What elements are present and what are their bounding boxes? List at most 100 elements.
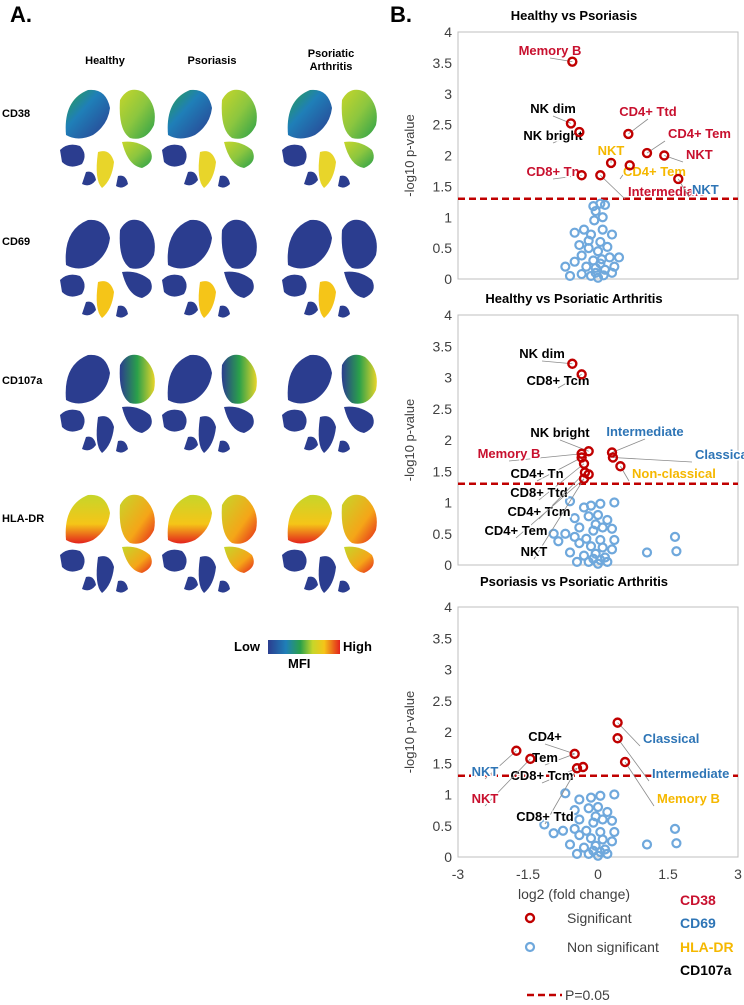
x-tick-label: 1.5 [658,866,678,882]
y-tick-label: 1 [444,209,452,225]
nonsignificant-point [583,803,594,814]
annotation-label: Intermediate [652,766,729,781]
annotation-label: CD4+ Ttd [619,104,676,119]
significant-point [612,717,623,728]
annotation-label: CD8+ Ttd [516,809,573,824]
nonsignificant-point [574,830,585,841]
nonsignificant-point [553,536,564,547]
nonsignificant-point [606,544,618,555]
y-tick-label: 1.5 [433,463,453,479]
y-tick-label: 0.5 [433,526,453,542]
legend-marker-cd69: CD69 [680,915,716,931]
scale-low-label: Low [234,639,260,654]
annotation-leader [611,438,646,453]
y-tick-label: 0.5 [433,818,453,834]
row-header-cd38: CD38 [2,108,31,120]
annotation-label: NK bright [530,425,590,440]
annotation-leader [508,453,582,462]
annotation-leader [515,478,585,539]
annotation-label: CD8+ Tn [526,164,579,179]
annotation-leader [619,165,631,180]
nonsignificant-point [592,509,604,521]
significant-point [615,461,626,472]
nonsignificant-point [641,839,653,850]
nonsignificant-point [602,514,613,526]
nonsignificant-point [602,241,613,252]
annotation-leader [541,767,578,784]
nonsignificant-point [599,199,611,210]
nonsignificant-point [590,811,601,822]
row-header-hla-dr: HLA-DR [2,513,45,525]
annotation-label: Memory B [478,446,541,461]
nonsignificant-point [585,500,597,511]
umap-cd69-psoriatic-arthritis [282,219,377,318]
plot-title-1: Healthy vs Psoriasis [511,8,637,23]
x-tick-label: 0 [594,866,602,882]
nonsignificant-point [581,261,592,272]
significant-point [605,157,617,169]
umap-cd107a-psoriatic-arthritis [282,354,377,453]
significant-point [623,128,634,140]
significant-point [569,748,580,760]
column-header-psoriasis: Psoriasis [187,55,237,67]
significant-point [612,733,623,744]
nonsignificant-point [574,794,585,805]
nonsignificant-point [606,815,618,826]
plot-frame-3 [457,606,739,858]
nonsignificant-point [583,235,594,246]
legend-marker-cd38: CD38 [680,892,716,908]
y-tick-label: 3 [444,662,452,678]
x-tick-label: 3 [734,866,742,882]
annotation-label: Memory B [657,791,720,806]
nonsignificant-point [564,270,576,282]
annotation-label: CD4+ Tem [623,164,686,179]
significant-point [577,761,589,773]
annotation-leader [544,743,575,755]
nonsignificant-point [597,834,608,845]
nonsignificant-point [564,839,576,850]
nonsignificant-point [539,819,550,830]
annotation-label: NKT [472,791,499,806]
annotation-label: CD4+ Tcm [508,504,571,519]
nonsignificant-point [590,267,601,278]
nonsignificant-point [602,806,613,818]
y-tick-label: 3 [444,86,452,102]
significant-point [595,170,606,181]
significant-point [641,147,653,159]
nonsignificant-point [592,246,604,257]
y-tick-label: 0.5 [433,240,453,256]
annotation-label: CD4+ Tem [485,523,548,538]
annotation-label: CD4+ Tn [510,466,563,481]
y-tick-label: 1.5 [433,755,453,771]
plot-frame-2 [457,314,739,566]
annotation-label: Non-classical [632,466,716,481]
mfi-color-scale [268,640,340,654]
column-header-healthy: Healthy [85,55,125,67]
y-tick-label: 4 [444,24,452,40]
nonsignificant-point [592,801,604,813]
annotation-leader [617,722,641,747]
legend-significant-marker [524,912,536,924]
annotation-leader [617,738,650,782]
nonsignificant-point [578,842,590,853]
nonsignificant-point [574,239,585,251]
legend-nonsignificant-label: Non significant [567,939,659,955]
y-tick-label: 3.5 [433,630,453,646]
nonsignificant-point [581,533,592,544]
nonsignificant-point [574,522,585,533]
nonsignificant-point [669,531,681,542]
nonsignificant-point [590,840,601,851]
plot-title-3: Psoriasis vs Psoriatic Arthritis [480,574,668,589]
nonsignificant-point [585,792,597,803]
nonsignificant-point [569,823,580,834]
nonsignificant-point [606,229,618,240]
nonsignificant-point [574,814,585,825]
annotation-label: NKT [521,544,548,559]
annotation-leader [484,758,531,807]
nonsignificant-point [564,547,576,558]
annotation-label: CD8+ Tcm [527,373,590,388]
x-tick-label: -3 [452,866,465,882]
annotation-leader [624,761,655,807]
umap-hla-dr-healthy [60,494,155,593]
